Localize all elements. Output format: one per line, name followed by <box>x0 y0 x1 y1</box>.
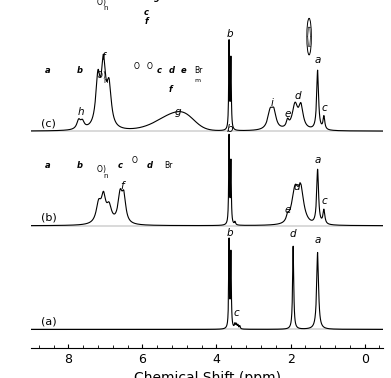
Text: c: c <box>233 308 239 318</box>
Text: n: n <box>103 5 108 11</box>
Text: O$\mathdefault{)}$: O$\mathdefault{)}$ <box>96 0 106 8</box>
Text: h: h <box>165 0 171 2</box>
Text: b: b <box>226 228 233 238</box>
Text: a: a <box>45 0 51 2</box>
Text: c: c <box>321 104 327 113</box>
Text: b: b <box>226 29 233 39</box>
Text: c: c <box>156 66 161 75</box>
Text: e: e <box>180 66 186 75</box>
Text: O: O <box>134 62 140 71</box>
Text: f: f <box>120 181 124 191</box>
Text: Br: Br <box>194 66 203 75</box>
Text: d: d <box>290 229 296 239</box>
Text: O: O <box>147 62 153 71</box>
Text: a: a <box>314 235 321 245</box>
X-axis label: Chemical Shift (ppm): Chemical Shift (ppm) <box>134 371 281 378</box>
Text: b: b <box>76 66 83 75</box>
Text: Br: Br <box>165 161 173 170</box>
Text: d: d <box>295 91 301 101</box>
Text: n: n <box>103 172 108 178</box>
Text: a: a <box>45 66 51 75</box>
Text: e: e <box>284 109 291 119</box>
Text: c: c <box>118 161 123 170</box>
Text: b: b <box>226 124 233 134</box>
Text: e: e <box>284 205 291 215</box>
Text: f: f <box>102 52 105 62</box>
Text: b: b <box>76 161 83 170</box>
Text: a: a <box>314 55 321 65</box>
Text: a: a <box>45 161 51 170</box>
Text: c: c <box>321 196 327 206</box>
Text: i: i <box>271 98 273 108</box>
Text: d: d <box>294 181 300 192</box>
Text: (b): (b) <box>41 213 56 223</box>
Text: f: f <box>144 17 148 26</box>
Text: n: n <box>103 78 108 84</box>
Text: d: d <box>169 66 175 75</box>
Text: g: g <box>154 0 160 2</box>
Text: d: d <box>147 161 153 170</box>
Text: O: O <box>132 156 138 165</box>
Text: g: g <box>174 107 181 117</box>
Text: h: h <box>78 107 84 117</box>
Text: c: c <box>143 8 149 17</box>
Text: e: e <box>143 0 149 2</box>
Text: a: a <box>314 155 321 165</box>
Text: b: b <box>76 0 83 2</box>
Text: O$\mathdefault{)}$: O$\mathdefault{)}$ <box>96 163 106 175</box>
Text: O$\mathdefault{)}$: O$\mathdefault{)}$ <box>96 69 106 81</box>
Text: i: i <box>185 0 188 2</box>
Text: (c): (c) <box>41 118 56 128</box>
Text: d: d <box>132 0 138 2</box>
Text: m: m <box>194 78 201 84</box>
Text: f: f <box>169 85 172 93</box>
Text: (a): (a) <box>41 316 56 327</box>
